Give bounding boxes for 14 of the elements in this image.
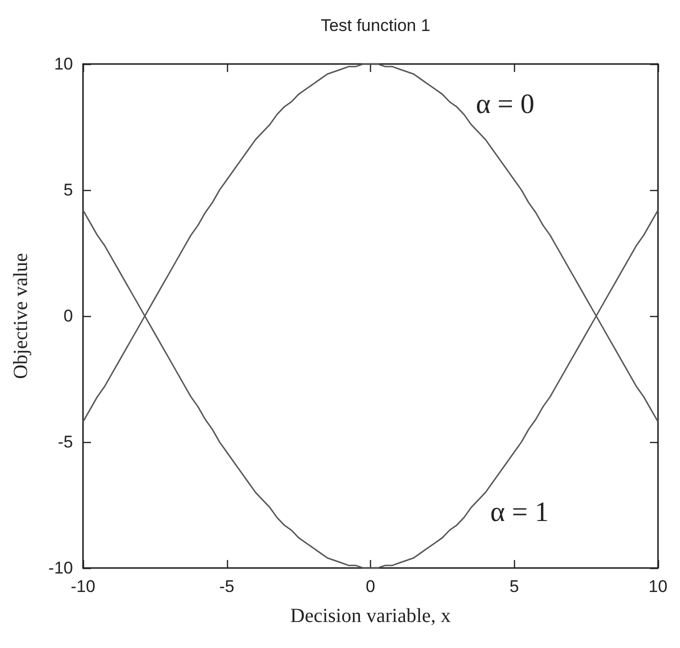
y-tick-label: -10 [48,558,73,578]
x-tick-label: -5 [219,577,234,596]
y-tick-label: 0 [64,306,73,326]
chart-title: Test function 1 [320,16,430,35]
annotation: α = 0 [476,88,534,120]
x-axis-title: Decision variable, x [290,605,451,627]
x-tick-label: 10 [648,577,668,596]
y-tick-label: 10 [54,54,73,74]
y-axis-title: Objective value [10,252,32,380]
x-tick-label: 5 [510,577,519,596]
x-tick-label: 0 [366,577,376,596]
y-tick-label: -5 [58,432,73,452]
annotation: α = 1 [490,497,549,528]
y-tick-label: 5 [64,180,73,200]
